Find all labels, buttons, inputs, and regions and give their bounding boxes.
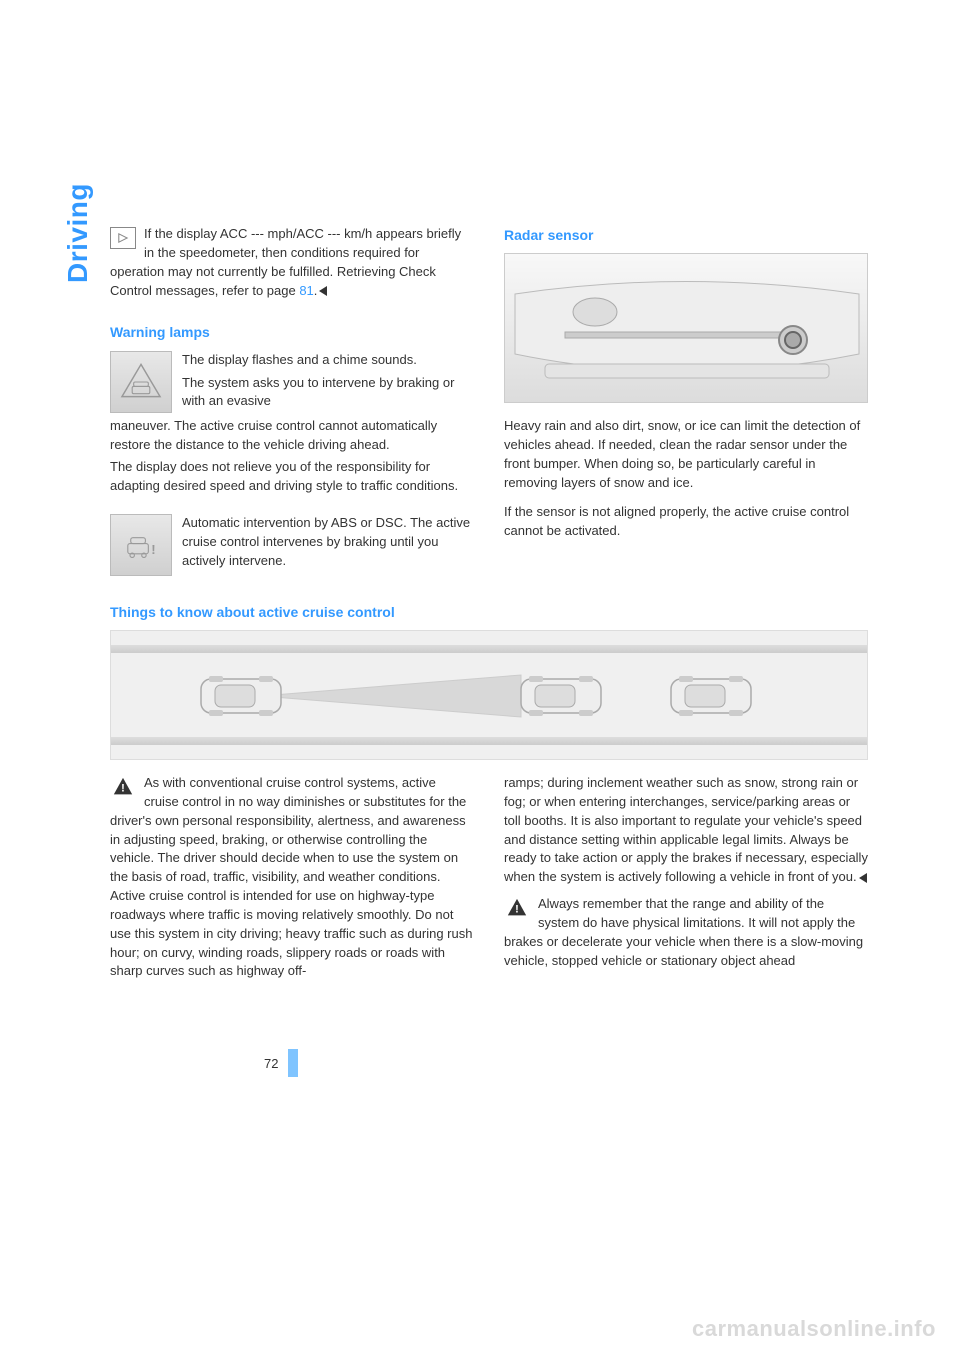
page-marker	[288, 1049, 298, 1077]
end-mark-icon-2	[859, 873, 867, 883]
cruise-control-diagram	[110, 630, 868, 760]
warning-lamp-icon-1	[110, 351, 172, 413]
lower-right-p2: ! Always remember that the range and abi…	[504, 895, 868, 970]
end-mark-icon	[319, 286, 327, 296]
warn1-text-d: The display does not relieve you of the …	[110, 458, 474, 496]
page-content: Driving If the display ACC --- mph/ACC -…	[110, 225, 868, 985]
watermark: carmanualsonline.info	[692, 1316, 936, 1342]
note-icon	[110, 227, 136, 249]
lower-right-p1: ramps; during inclement weather such as …	[504, 774, 868, 887]
two-column-layout: If the display ACC --- mph/ACC --- km/h …	[110, 225, 868, 580]
note-paragraph: If the display ACC --- mph/ACC --- km/h …	[110, 225, 474, 300]
lower-two-column: ! As with conventional cruise control sy…	[110, 774, 868, 985]
warning-block-2: ! Automatic intervention by ABS or DSC. …	[110, 514, 474, 580]
svg-text:!: !	[151, 542, 155, 557]
svg-text:!: !	[515, 904, 519, 916]
page-number: 72	[264, 1056, 278, 1071]
lower-left-paragraph: ! As with conventional cruise control sy…	[110, 774, 474, 981]
lower-left-b: diminishes or substitutes for the driver…	[110, 794, 472, 979]
radar-p1: Heavy rain and also dirt, snow, or ice c…	[504, 417, 868, 492]
lower-right-p1-text: ramps; during inclement weather such as …	[504, 775, 868, 884]
lower-left-column: ! As with conventional cruise control sy…	[110, 774, 474, 985]
warning-lamps-heading: Warning lamps	[110, 322, 474, 342]
warning-triangle-icon-2: !	[504, 897, 530, 919]
warning-block-1: The display flashes and a chime sounds. …	[110, 351, 474, 496]
section-title: Driving	[62, 183, 94, 283]
page-link[interactable]: 81	[299, 283, 313, 298]
svg-text:!: !	[121, 783, 125, 795]
things-heading: Things to know about active cruise contr…	[110, 604, 868, 620]
right-column: Radar sensor Heavy rain and also dirt, s…	[504, 225, 868, 580]
warning-triangle-icon: !	[110, 776, 136, 798]
lower-right-column: ramps; during inclement weather such as …	[504, 774, 868, 985]
radar-sensor-image	[504, 253, 868, 403]
warning-lamp-icon-2: !	[110, 514, 172, 576]
left-column: If the display ACC --- mph/ACC --- km/h …	[110, 225, 474, 580]
warn1-text-c: maneuver. The active cruise control cann…	[110, 417, 474, 455]
radar-heading: Radar sensor	[504, 225, 868, 245]
radar-p2: If the sensor is not aligned properly, t…	[504, 503, 868, 541]
